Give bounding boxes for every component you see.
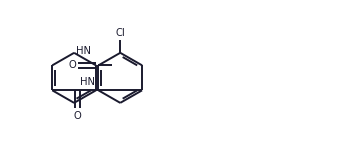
Text: O: O xyxy=(74,111,81,121)
Text: Cl: Cl xyxy=(115,28,125,38)
Text: HN: HN xyxy=(80,77,95,87)
Text: HN: HN xyxy=(76,46,91,56)
Text: O: O xyxy=(68,60,76,70)
